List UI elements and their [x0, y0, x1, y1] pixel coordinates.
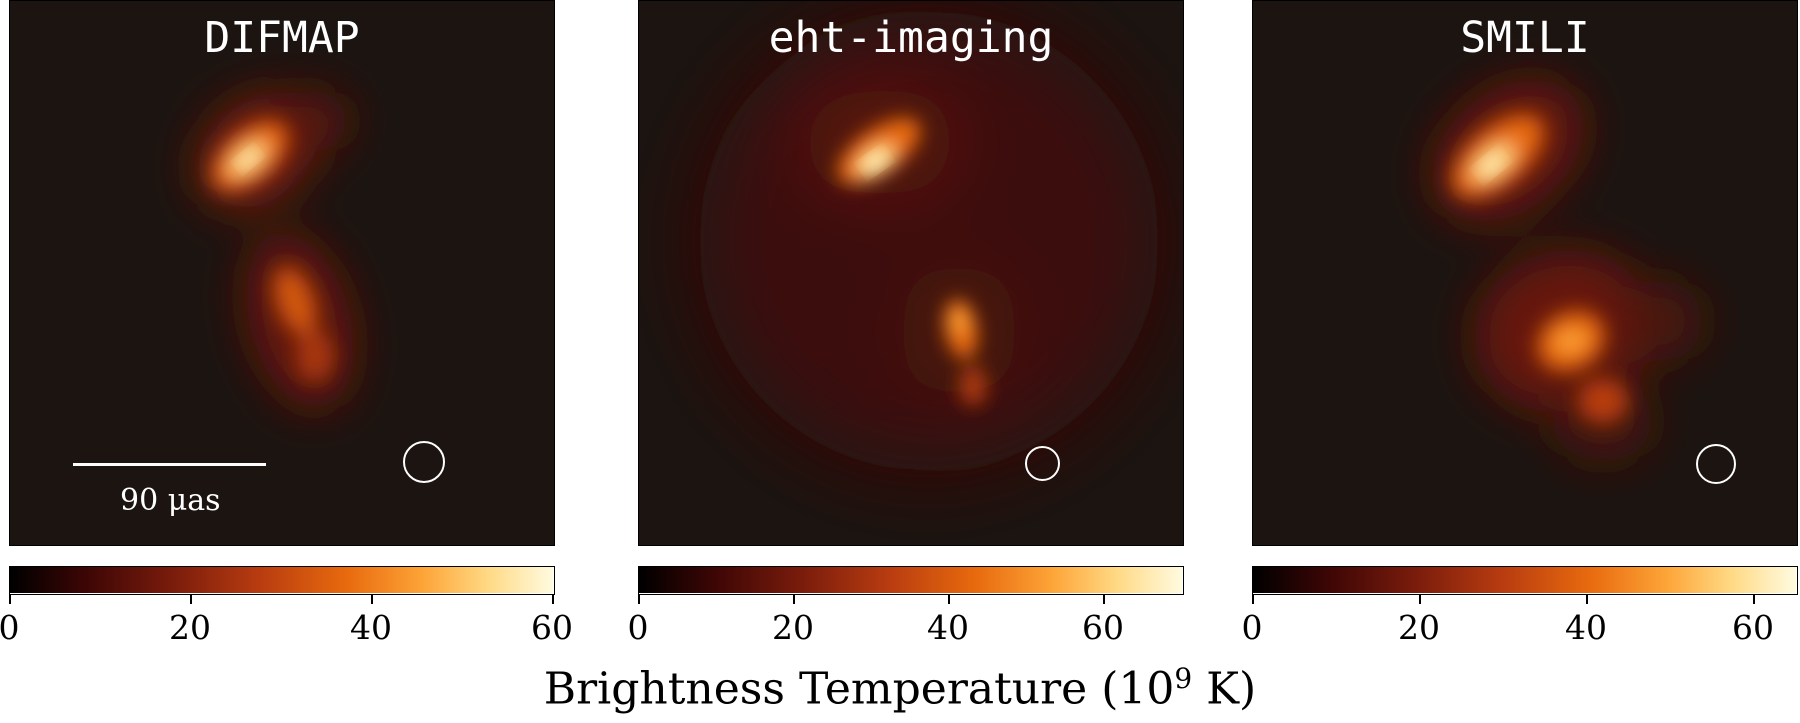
- colorbar-tick: [1419, 595, 1421, 604]
- colorbar-tick-label: 0: [1241, 608, 1263, 647]
- shared-x-axis-label: Brightness Temperature (109 K): [0, 662, 1800, 715]
- colorbar-tick-label: 60: [1082, 608, 1124, 647]
- panel-title: eht-imaging: [768, 13, 1054, 63]
- colorbar-tick: [793, 595, 795, 604]
- scale-bar: [73, 463, 266, 466]
- colorbar-tick: [1586, 595, 1588, 604]
- colorbar-tick: [371, 595, 373, 604]
- colorbar-tick: [9, 595, 11, 604]
- scale-bar-label: 90 μas: [120, 483, 221, 518]
- colorbar: [9, 566, 555, 595]
- colorbar-tick: [948, 595, 950, 604]
- emission-region: [196, 91, 354, 409]
- colorbar-tick-label: 20: [1398, 608, 1440, 647]
- xlabel-text: Brightness Temperature (10: [543, 663, 1175, 715]
- beam-circle: [1025, 446, 1060, 481]
- colorbar-tick-label: 40: [927, 608, 969, 647]
- diffuse-emission: [699, 11, 1159, 471]
- xlabel-exponent: 9: [1174, 662, 1193, 695]
- colorbar: [638, 566, 1184, 595]
- colorbar-tick: [190, 595, 192, 604]
- colorbar-tick-label: 60: [531, 608, 573, 647]
- colorbar-tick: [552, 595, 554, 604]
- colorbar-tick: [1103, 595, 1105, 604]
- panel-title: DIFMAP: [204, 13, 360, 63]
- image-difmap: DIFMAP 90 μas: [9, 0, 555, 546]
- colorbar-tick: [1252, 595, 1254, 604]
- colorbar-tick-label: 40: [1565, 608, 1607, 647]
- colorbar-tick: [638, 595, 640, 604]
- colorbar-tick: [1753, 595, 1755, 604]
- colorbar: [1252, 566, 1798, 595]
- emission-region: [1432, 79, 1703, 461]
- beam-circle: [403, 441, 445, 483]
- image-eht-imaging: eht-imaging: [638, 0, 1184, 546]
- colorbar-tick-label: 20: [772, 608, 814, 647]
- image-smili: SMILI: [1252, 0, 1798, 546]
- beam-circle: [1696, 444, 1736, 484]
- colorbar-tick-label: 40: [350, 608, 392, 647]
- xlabel-suffix: K): [1192, 663, 1257, 715]
- colorbar-tick-label: 60: [1732, 608, 1774, 647]
- colorbar-tick-label: 20: [169, 608, 211, 647]
- colorbar-tick-label: 0: [627, 608, 649, 647]
- colorbar-tick-label: 0: [0, 608, 20, 647]
- panel-title: SMILI: [1460, 13, 1590, 63]
